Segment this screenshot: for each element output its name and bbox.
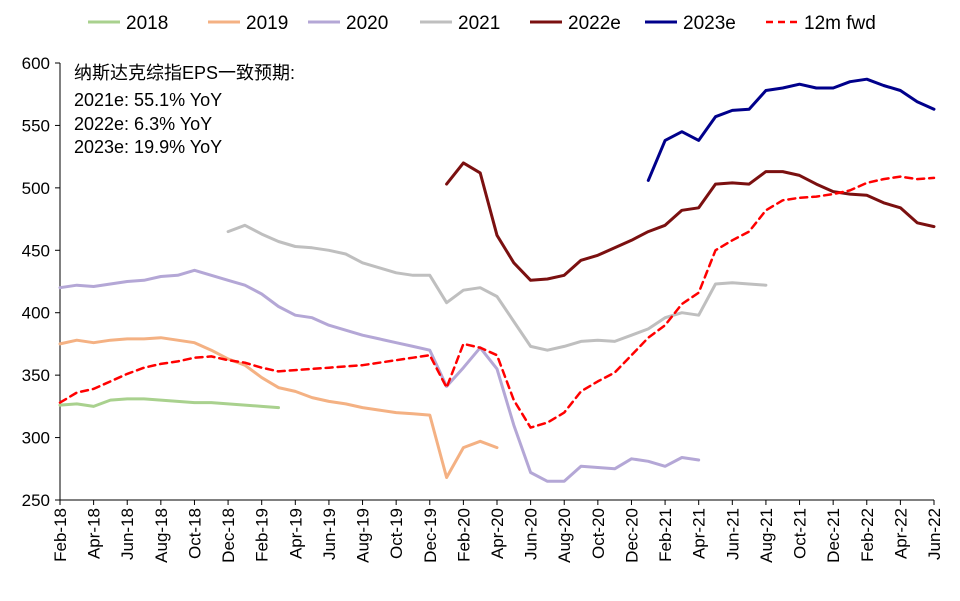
series-line-2020 [58, 268, 701, 483]
x-tick-label: Oct-21 [791, 508, 810, 559]
x-tick-label: Jun-18 [118, 508, 137, 560]
x-tick-label: Feb-22 [858, 508, 877, 562]
legend-label-2019: 2019 [246, 13, 288, 34]
x-tick-label: Dec-20 [622, 508, 641, 563]
annotation-line-2023e: 2023e: 19.9% YoY [74, 137, 222, 157]
x-tick-label: Feb-19 [253, 508, 272, 562]
annotation-box: 纳斯达克综指EPS一致预期: 2021e: 55.1% YoY 2022e: 6… [74, 63, 295, 157]
legend-label-2021: 2021 [458, 13, 500, 34]
x-tick-label: Apr-18 [85, 508, 104, 559]
y-tick-label: 250 [22, 491, 50, 510]
x-tick-label: Jun-21 [723, 508, 742, 560]
x-tick-label: Dec-19 [421, 508, 440, 563]
x-tick-label: Feb-20 [454, 508, 473, 562]
x-tick-label: Aug-18 [152, 508, 171, 563]
legend-label-2023e: 2023e [683, 13, 736, 34]
series-line-12m-fwd [58, 175, 936, 429]
annotation-line-2021e: 2021e: 55.1% YoY [74, 90, 222, 110]
x-tick-label: Apr-19 [286, 508, 305, 559]
y-tick-label: 600 [22, 54, 50, 73]
legend-label-12m-fwd: 12m fwd [804, 13, 876, 34]
series-line-2022e [445, 161, 936, 282]
x-tick-label: Jun-20 [522, 508, 541, 560]
x-tick-label: Oct-18 [185, 508, 204, 559]
y-tick-label: 400 [22, 304, 50, 323]
legend-label-2020: 2020 [346, 13, 388, 34]
x-tick-label: Apr-20 [488, 508, 507, 559]
x-tick-label: Aug-20 [555, 508, 574, 563]
y-tick-label: 300 [22, 429, 50, 448]
legend-label-2022e: 2022e [568, 13, 621, 34]
x-tick-label: Apr-21 [690, 508, 709, 559]
legend: 2018 2019 2020 2021 2022e 2023e 12m fwd [88, 13, 876, 34]
annotation-line-2022e: 2022e: 6.3% YoY [74, 114, 212, 134]
x-tick-label: Feb-21 [656, 508, 675, 562]
x-tick-label: Jun-22 [925, 508, 944, 560]
x-tick-label: Oct-19 [387, 508, 406, 559]
y-tick-label: 550 [22, 116, 50, 135]
x-tick-label: Dec-21 [824, 508, 843, 563]
x-tick-label: Jun-19 [320, 508, 339, 560]
y-tick-label: 500 [22, 179, 50, 198]
x-tick-label: Aug-19 [354, 508, 373, 563]
y-tick-label: 450 [22, 241, 50, 260]
series-group [58, 77, 936, 483]
y-tick-label: 350 [22, 366, 50, 385]
x-tick-label: Dec-18 [219, 508, 238, 563]
series-line-2019 [58, 336, 499, 479]
series-line-2023e [646, 77, 936, 182]
series-line-2021 [226, 223, 768, 352]
annotation-line-title: 纳斯达克综指EPS一致预期: [74, 63, 295, 83]
series-line-2018 [58, 397, 280, 410]
x-tick-label: Apr-22 [891, 508, 910, 559]
x-tick-label: Oct-20 [589, 508, 608, 559]
legend-label-2018: 2018 [126, 13, 168, 34]
x-tick-label: Aug-21 [757, 508, 776, 563]
axes: 250 300 350 400 450 500 550 600 Feb-18 Apr-18 Jun-… [22, 54, 944, 563]
x-tick-label: Feb-18 [51, 508, 70, 562]
